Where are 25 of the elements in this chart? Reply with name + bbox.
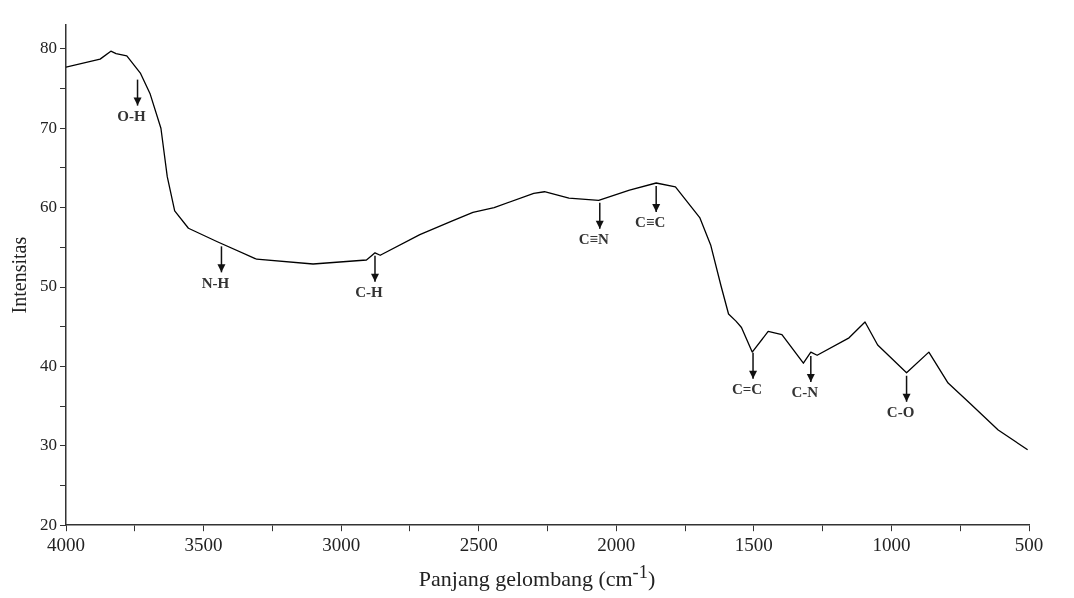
- y-tick-label: 60: [40, 197, 57, 217]
- y-tick-label: 20: [40, 514, 57, 534]
- x-tick-label: 1000: [872, 533, 911, 555]
- x-tick-label: 1500: [734, 533, 773, 555]
- annotation: C=C: [731, 381, 763, 398]
- y-tick-label: 30: [40, 435, 57, 455]
- x-tick-label: 3500: [184, 533, 223, 555]
- annotation: C-N: [791, 384, 819, 401]
- x-axis-title: Panjang gelombang (cm$^{-1}$): [417, 562, 657, 593]
- y-tick-label: 50: [40, 276, 57, 296]
- y-tick-label: 40: [40, 355, 57, 375]
- annotation: C-O: [886, 404, 915, 421]
- x-tick-label: 3000: [322, 533, 361, 555]
- annotation: C≡N: [578, 231, 610, 248]
- y-axis-title: Intensitas: [8, 236, 31, 314]
- y-tick-label: 80: [40, 38, 57, 58]
- x-tick-label: 2500: [459, 533, 498, 555]
- annotation: C-H: [355, 284, 384, 301]
- y-tick-label: 70: [40, 117, 57, 137]
- x-tick-label: 500: [1014, 533, 1044, 555]
- x-tick-label: 4000: [47, 533, 85, 555]
- annotation: O-H: [117, 107, 147, 124]
- annotation: C≡C: [635, 214, 666, 231]
- x-tick-label: 2000: [597, 533, 636, 555]
- annotation: N-H: [201, 274, 230, 291]
